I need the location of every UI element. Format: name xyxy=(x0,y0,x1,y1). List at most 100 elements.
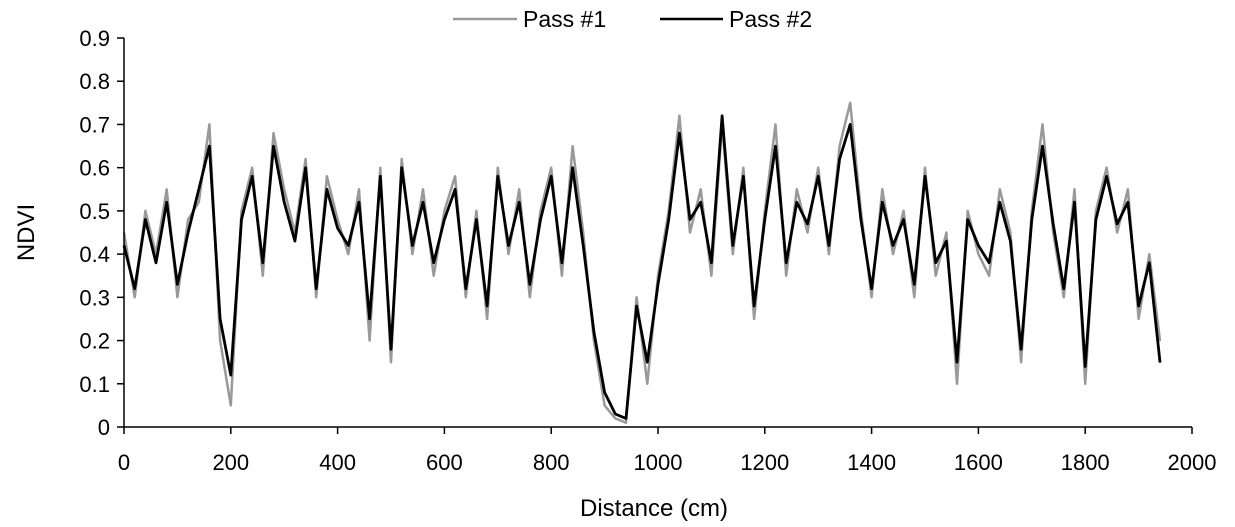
data-point-pass-1 xyxy=(1095,210,1097,212)
data-point-pass-2 xyxy=(358,201,360,203)
data-point-pass-1 xyxy=(742,166,745,169)
data-point-pass-2 xyxy=(689,218,691,221)
data-point-pass-1 xyxy=(497,166,499,169)
data-point-pass-2 xyxy=(849,123,851,126)
data-point-pass-1 xyxy=(561,274,563,277)
data-point-pass-1 xyxy=(678,115,681,117)
data-point-pass-2 xyxy=(486,305,488,307)
data-point-pass-1 xyxy=(828,253,830,255)
data-point-pass-1 xyxy=(347,253,350,255)
data-point-pass-1 xyxy=(817,166,819,169)
data-point-pass-1 xyxy=(422,188,424,191)
data-point-pass-2 xyxy=(571,166,574,169)
data-point-pass-1 xyxy=(326,175,328,178)
data-point-pass-1 xyxy=(1020,361,1022,364)
data-point-pass-2 xyxy=(251,175,253,178)
data-point-pass-2 xyxy=(443,218,446,221)
data-point-pass-1 xyxy=(443,210,446,212)
data-point-pass-2 xyxy=(838,158,841,160)
data-point-pass-2 xyxy=(155,262,157,264)
data-point-pass-2 xyxy=(667,218,670,221)
data-point-pass-1 xyxy=(945,231,948,234)
data-point-pass-2 xyxy=(315,287,318,290)
data-point-pass-1 xyxy=(379,166,382,169)
data-point-pass-2 xyxy=(999,201,1001,203)
data-point-pass-2 xyxy=(828,244,830,247)
data-point-pass-2 xyxy=(283,201,286,203)
x-tick-label: 400 xyxy=(319,450,356,475)
data-point-pass-2 xyxy=(347,244,350,247)
data-point-pass-2 xyxy=(1116,223,1118,225)
data-point-pass-1 xyxy=(614,417,617,420)
data-point-pass-1 xyxy=(753,318,755,320)
data-point-pass-1 xyxy=(635,296,638,299)
data-point-pass-2 xyxy=(966,218,969,221)
data-point-pass-1 xyxy=(219,339,221,342)
data-point-pass-2 xyxy=(262,262,264,264)
data-point-pass-2 xyxy=(603,391,606,394)
data-point-pass-2 xyxy=(924,175,926,178)
data-point-pass-2 xyxy=(272,145,275,147)
data-point-pass-2 xyxy=(646,361,649,364)
data-point-pass-1 xyxy=(336,218,339,221)
data-point-pass-1 xyxy=(368,339,371,342)
data-point-pass-2 xyxy=(432,262,435,264)
data-point-pass-2 xyxy=(240,218,243,221)
data-point-pass-2 xyxy=(176,283,179,286)
data-point-pass-1 xyxy=(465,296,467,299)
data-point-pass-1 xyxy=(806,231,809,234)
data-point-pass-1 xyxy=(838,145,841,147)
data-point-pass-1 xyxy=(699,188,702,191)
data-point-pass-2 xyxy=(753,305,755,307)
x-tick-label: 200 xyxy=(212,450,249,475)
data-point-pass-1 xyxy=(390,361,392,364)
data-point-pass-1 xyxy=(710,274,713,277)
data-point-pass-1 xyxy=(999,188,1001,191)
data-point-pass-2 xyxy=(1031,218,1033,221)
data-point-pass-1 xyxy=(1127,188,1129,191)
data-point-pass-1 xyxy=(796,188,798,191)
data-point-pass-1 xyxy=(539,210,542,212)
y-tick-label: 0.4 xyxy=(79,242,110,267)
data-point-pass-1 xyxy=(603,404,606,407)
data-point-pass-1 xyxy=(165,188,168,191)
data-point-pass-2 xyxy=(1063,287,1065,290)
data-point-pass-2 xyxy=(742,175,745,178)
x-tick-label: 600 xyxy=(426,450,463,475)
data-point-pass-2 xyxy=(977,244,980,247)
data-point-pass-1 xyxy=(892,253,894,255)
data-point-pass-1 xyxy=(475,210,478,212)
y-tick-label: 0.9 xyxy=(79,26,110,51)
data-point-pass-1 xyxy=(486,318,488,320)
data-point-pass-2 xyxy=(454,188,456,191)
data-point-pass-2 xyxy=(934,262,937,264)
x-tick-label: 2000 xyxy=(1168,450,1217,475)
legend: Pass #1 Pass #2 xyxy=(453,6,812,32)
x-tick-label: 0 xyxy=(118,450,130,475)
data-point-pass-1 xyxy=(251,166,253,169)
data-point-pass-1 xyxy=(411,253,414,255)
data-point-pass-2 xyxy=(400,166,403,169)
data-point-pass-2 xyxy=(1137,305,1140,307)
data-point-pass-2 xyxy=(133,287,136,290)
data-point-pass-2 xyxy=(208,145,211,147)
data-point-pass-1 xyxy=(358,188,360,191)
data-point-pass-2 xyxy=(1148,262,1151,264)
data-point-pass-2 xyxy=(368,318,371,320)
y-axis-title: NDVI xyxy=(13,204,40,261)
data-point-pass-1 xyxy=(571,145,574,147)
data-point-pass-2 xyxy=(1095,218,1097,221)
data-point-pass-2 xyxy=(539,218,542,221)
x-tick-label: 800 xyxy=(533,450,570,475)
data-point-pass-2 xyxy=(422,201,424,203)
data-point-pass-1 xyxy=(924,166,926,169)
y-tick-label: 0.2 xyxy=(79,329,110,354)
x-axis-title: Distance (cm) xyxy=(580,495,728,522)
data-point-pass-2 xyxy=(892,244,894,247)
data-point-pass-2 xyxy=(507,244,510,247)
data-point-pass-2 xyxy=(657,283,659,286)
data-point-pass-1 xyxy=(1063,296,1065,299)
data-point-pass-1 xyxy=(774,123,777,126)
data-point-pass-2 xyxy=(411,244,414,247)
